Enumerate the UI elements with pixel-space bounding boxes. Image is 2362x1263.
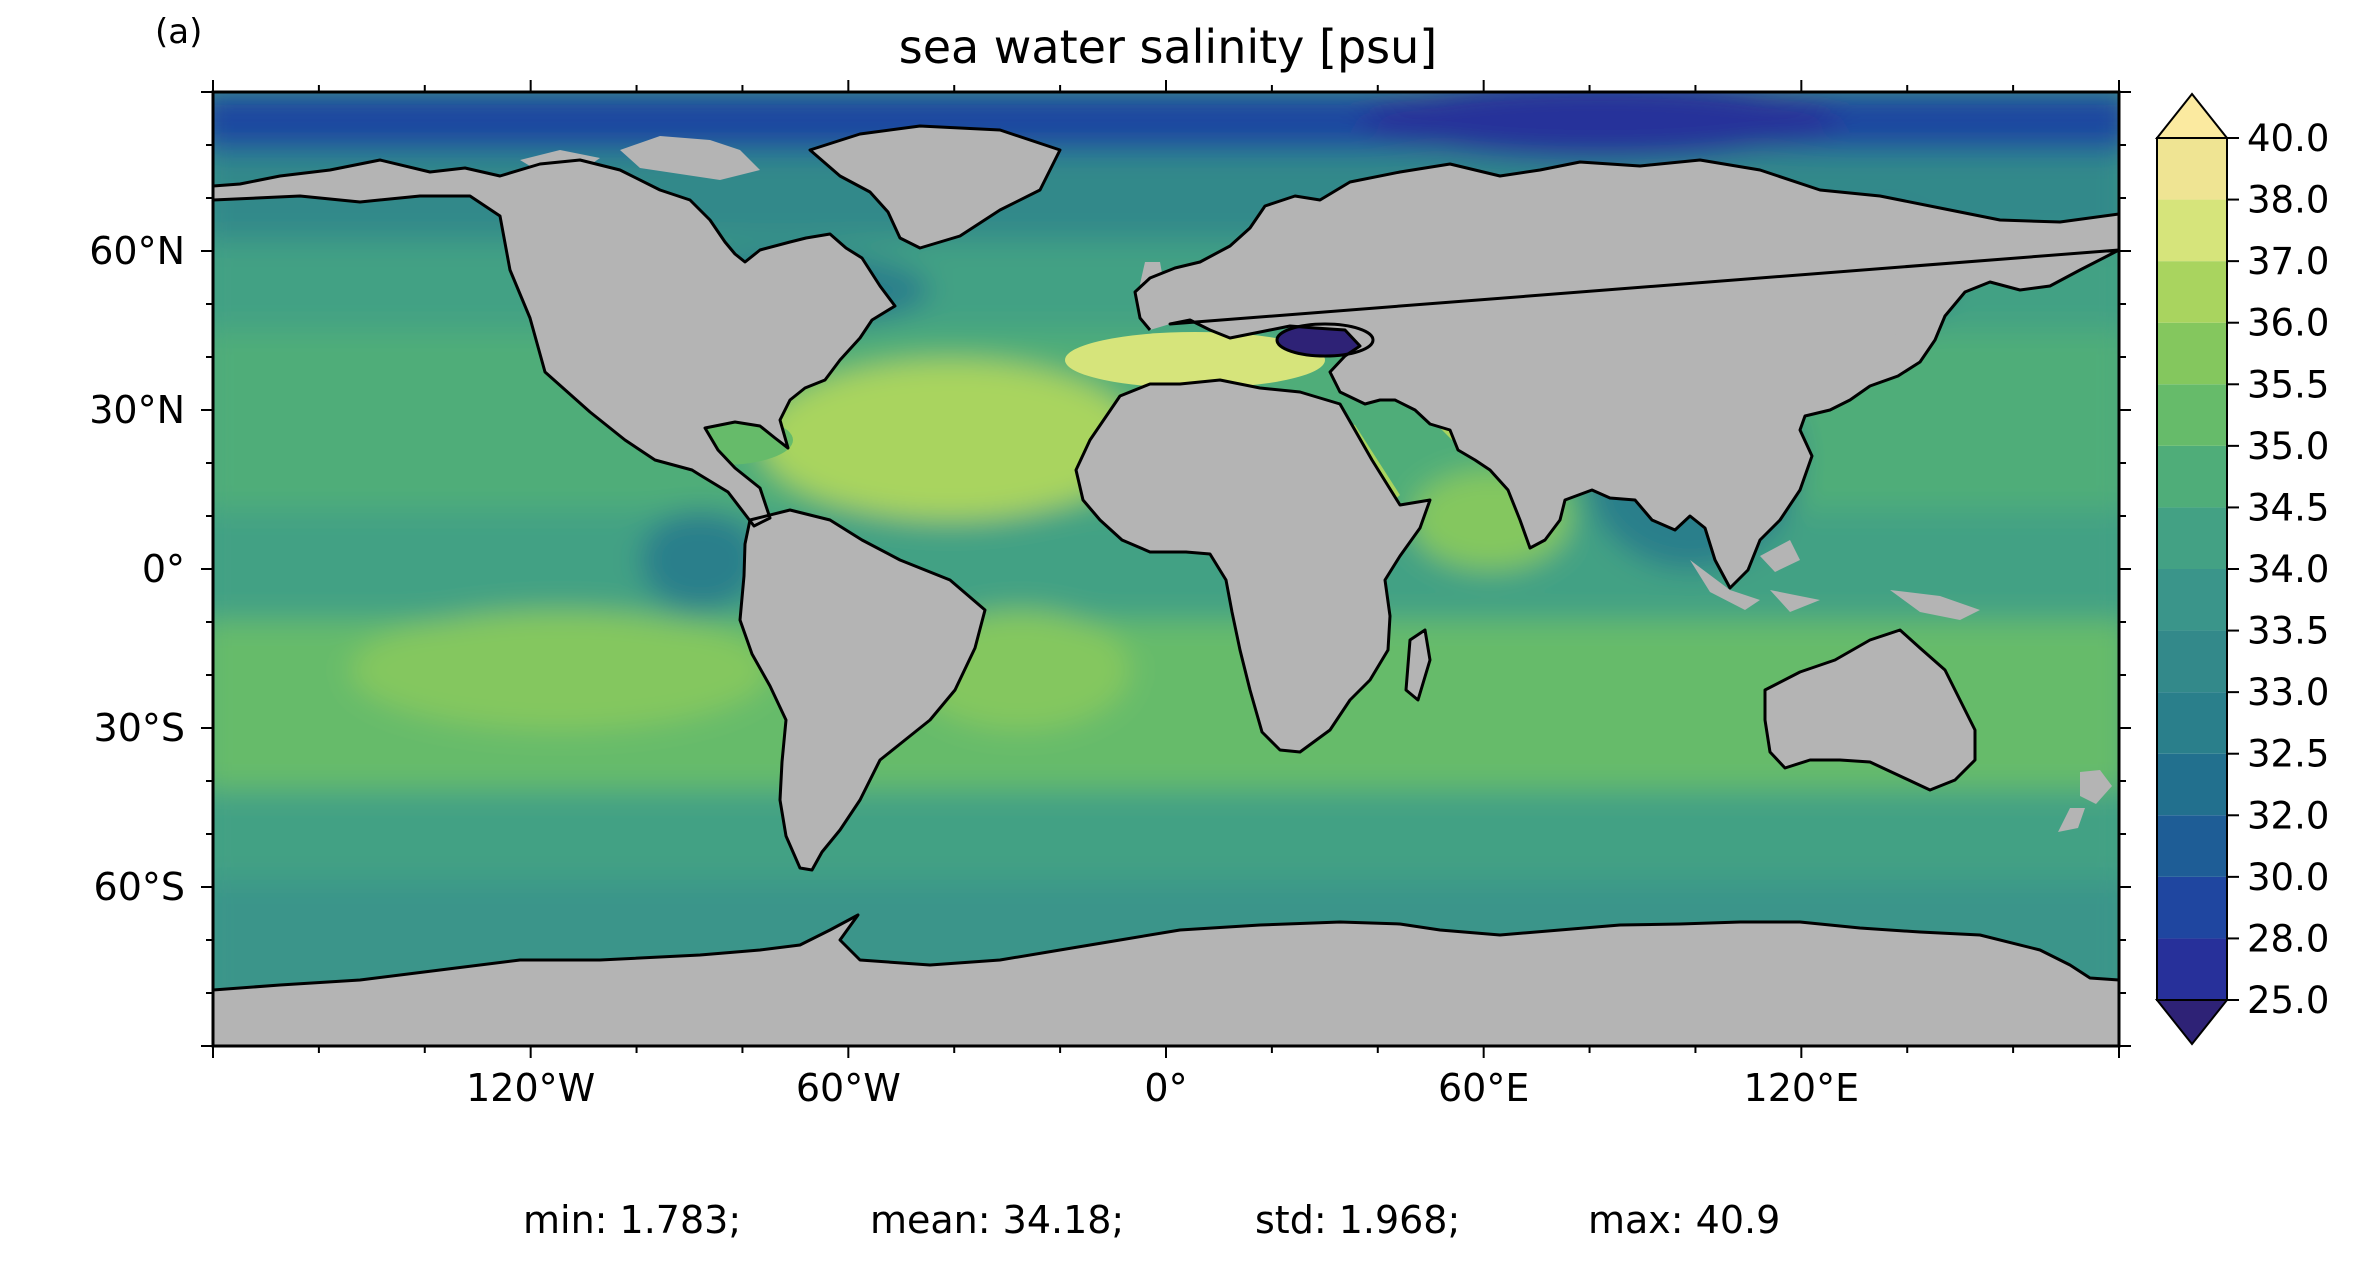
colorbar-tick-label: 32.0 xyxy=(2247,794,2329,837)
land-madagascar xyxy=(1406,630,1430,700)
coast-black-sea xyxy=(1275,322,1375,358)
panel-label: (a) xyxy=(155,12,203,52)
coast-eurasia xyxy=(1133,158,2119,590)
stat-max: max: 40.9 xyxy=(1588,1198,1781,1242)
colorbar-tick-label: 30.0 xyxy=(2247,856,2329,899)
colorbar-segment xyxy=(2157,938,2227,1000)
map-title: sea water salinity [psu] xyxy=(898,20,1438,74)
y-tick-label: 60°S xyxy=(94,865,185,909)
stat-min: min: 1.783; xyxy=(523,1198,742,1242)
colorbar-tick-label: 40.0 xyxy=(2247,117,2329,160)
siberian-shelf-fresh xyxy=(1360,92,1840,160)
land-eurasia xyxy=(1135,160,2119,588)
colorbar-tick-label: 32.5 xyxy=(2247,733,2329,776)
colorbar-tick-label: 38.0 xyxy=(2247,179,2329,222)
land-indonesia xyxy=(1690,540,1980,620)
coast-antarctica xyxy=(213,913,2119,992)
y-tick-label: 60°N xyxy=(89,229,185,273)
colorbar-segment xyxy=(2157,692,2227,754)
colorbar: 25.0 28.0 30.0 32.0 32.5 33.0 33.5 34.0 34.5 35.0… xyxy=(2154,92,2329,1046)
coast-south-america xyxy=(738,508,987,872)
colorbar-tick-label: 33.5 xyxy=(2247,610,2329,653)
land-uk xyxy=(1140,262,1165,300)
coastlines xyxy=(213,124,2119,992)
colorbar-tick-label: 35.5 xyxy=(2247,363,2329,406)
colorbar-tick-label: 34.5 xyxy=(2247,486,2329,529)
y-tick-label: 30°S xyxy=(94,706,185,750)
mediterranean xyxy=(1065,332,1325,388)
land-north-america xyxy=(213,160,895,526)
x-tick-label: 60°W xyxy=(796,1066,901,1110)
x-axis: 120°W 60°W 0° 60°E 120°E xyxy=(212,80,2120,1110)
land-layer xyxy=(213,126,2119,1046)
coast-africa xyxy=(1074,378,1432,754)
y-tick-label: 30°N xyxy=(89,388,185,432)
land-japan xyxy=(1880,280,1940,358)
coast-greenland xyxy=(808,124,1062,250)
coast-madagascar xyxy=(1404,628,1432,702)
colorbar-tick-label: 34.0 xyxy=(2247,548,2329,591)
coast-north-america xyxy=(213,158,897,528)
panama-fresh xyxy=(640,510,760,610)
x-tick-label: 120°W xyxy=(466,1066,595,1110)
coast-australia xyxy=(1763,628,1977,792)
colorbar-segment xyxy=(2157,445,2227,508)
y-tick-label: 0° xyxy=(142,547,185,591)
colorbar-tick-label: 28.0 xyxy=(2247,917,2329,960)
colorbar-tick-label: 36.0 xyxy=(2247,302,2329,345)
land-new-zealand xyxy=(2058,770,2112,832)
land-arctic-islands xyxy=(520,136,760,180)
colorbar-tick-label: 33.0 xyxy=(2247,671,2329,714)
stats-line: min: 1.783; mean: 34.18; std: 1.968; max… xyxy=(0,1198,2362,1248)
land-australia xyxy=(1765,630,1975,790)
colorbar-segment xyxy=(2157,569,2227,631)
colorbar-extend-max xyxy=(2154,92,2230,139)
x-tick-label: 60°E xyxy=(1438,1066,1529,1110)
colorbar-extend-min xyxy=(2154,999,2230,1046)
stat-std: std: 1.968; xyxy=(1255,1198,1461,1242)
stat-mean: mean: 34.18; xyxy=(870,1198,1125,1242)
land-antarctica xyxy=(213,915,2119,1046)
colorbar-segment xyxy=(2157,138,2227,200)
colorbar-segment xyxy=(2157,322,2227,385)
colorbar-tick-label: 35.0 xyxy=(2247,425,2329,468)
south-pacific-max xyxy=(350,610,770,730)
land-africa xyxy=(1076,380,1430,752)
band-arctic xyxy=(213,92,2119,152)
colorbar-tick-label: 37.0 xyxy=(2247,240,2329,283)
north-atlantic-max xyxy=(760,360,1140,520)
colorbar-segment xyxy=(2157,876,2227,939)
colorbar-tick-label: 25.0 xyxy=(2247,979,2329,1022)
land-south-america xyxy=(740,510,985,870)
colorbar-segment xyxy=(2157,507,2227,569)
land-greenland xyxy=(810,126,1060,248)
colorbar-segment xyxy=(2157,815,2227,877)
x-tick-label: 120°E xyxy=(1744,1066,1860,1110)
colorbar-segment xyxy=(2157,630,2227,693)
colorbar-segment xyxy=(2157,753,2227,816)
x-tick-label: 0° xyxy=(1144,1066,1187,1110)
colorbar-segment xyxy=(2157,199,2227,262)
band-midlat-south xyxy=(213,790,2119,880)
colorbar-segment xyxy=(2157,384,2227,446)
colorbar-segment xyxy=(2157,261,2227,323)
y-axis: 60°N 30°N 0° 30°S 60°S xyxy=(89,91,2131,1047)
